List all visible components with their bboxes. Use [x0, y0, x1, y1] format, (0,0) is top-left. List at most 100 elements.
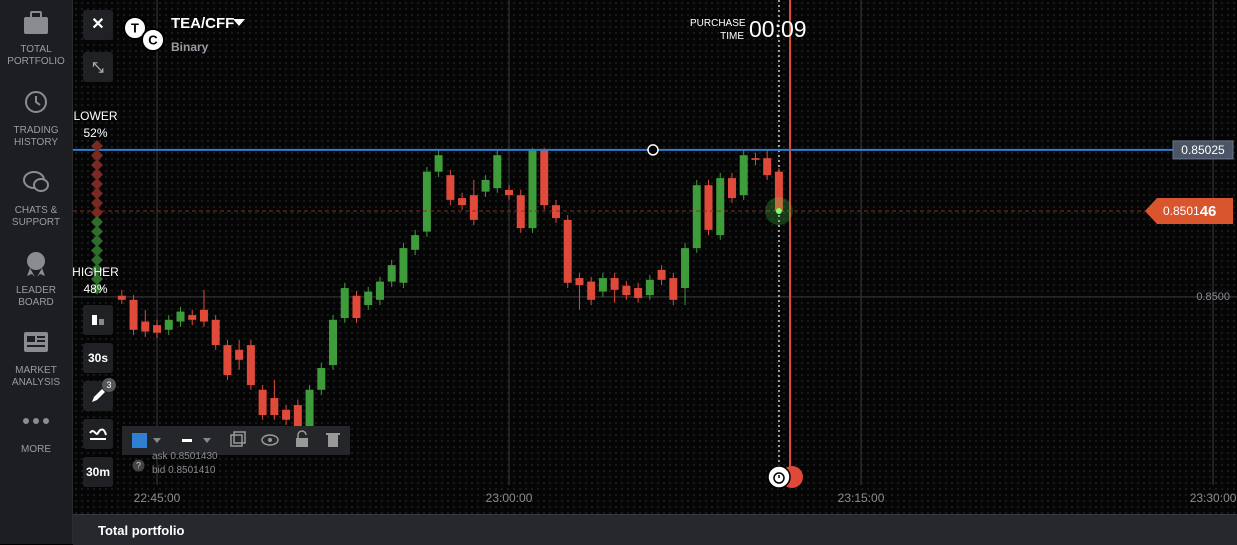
candle-body [634, 288, 643, 299]
candle-body [211, 319, 220, 346]
nav-item[interactable]: TRADING HISTORY [13, 125, 59, 148]
icon [24, 332, 48, 352]
footer-title[interactable]: Total portfolio [98, 523, 185, 538]
sentiment-diamond [91, 197, 103, 209]
candle-body [164, 319, 173, 330]
strike-label: 0.85025 [1181, 143, 1225, 157]
sentiment-diamond [91, 178, 103, 190]
svg-text:C: C [148, 32, 158, 47]
sentiment-diamond [91, 263, 103, 276]
candle-body [305, 389, 314, 440]
nav-item[interactable]: LEADER BOARD [15, 285, 56, 308]
current-price-tag [1145, 198, 1233, 225]
candle-body [235, 349, 244, 360]
x-tick-label: 23:15:00 [838, 491, 885, 505]
sentiment-diamond [91, 168, 103, 181]
collapse-button[interactable]: ⤡ [83, 52, 113, 82]
candle-body [270, 397, 279, 416]
drawing-badge: 3 [102, 378, 116, 392]
candle-body [493, 155, 502, 189]
ask-price: ask 0.8501430 [152, 451, 218, 462]
candle-body [129, 299, 138, 330]
x-tick-label: 23:30:00 [1190, 491, 1237, 505]
sentiment-diamond [91, 187, 103, 200]
candle-body [375, 281, 384, 300]
candle-body [692, 185, 701, 249]
footer: Total portfolio [73, 514, 1237, 545]
candle-body [458, 198, 467, 206]
higher-label: HIGHER [72, 265, 119, 279]
sentiment-bar [91, 140, 103, 295]
period-button[interactable]: 30m [83, 457, 113, 487]
candle-body [282, 409, 291, 420]
candle-body [739, 155, 748, 196]
current-price-label: 0.850146 [1163, 203, 1216, 220]
nav-item[interactable]: TOTAL PORTFOLIO [7, 44, 65, 67]
candle-body [141, 321, 150, 332]
sidebar: TOTAL PORTFOLIO TRADING HISTORY CHATS & … [0, 0, 73, 544]
icon [23, 171, 49, 192]
candle-body [575, 278, 584, 286]
candle-body [669, 278, 678, 300]
candle-body [551, 205, 560, 219]
sentiment-diamond [91, 159, 103, 171]
help-icon[interactable]: ? [132, 459, 145, 472]
candle-body [751, 158, 760, 160]
candle-body [153, 325, 162, 333]
indicator-button[interactable] [83, 419, 113, 449]
candle-body [598, 278, 607, 292]
timer-icons [767, 465, 803, 489]
sentiment-diamond [91, 206, 103, 219]
sentiment-diamond [91, 140, 103, 152]
sentiment-diamond [91, 273, 103, 285]
x-tick-label: 23:00:00 [486, 491, 533, 505]
dropdown-arrow [233, 19, 245, 26]
asset-name[interactable]: TEA/CFF [171, 15, 235, 32]
icon [23, 418, 49, 424]
sentiment-diamond [91, 282, 103, 295]
asset-mode: Binary [171, 40, 209, 54]
candle-time-button[interactable]: 30s [83, 343, 113, 373]
candle-body [763, 158, 772, 176]
strike-tag [1172, 140, 1234, 160]
lower-value: 52% [83, 126, 108, 140]
timer: 00:09 [749, 16, 807, 42]
chart-type-button[interactable] [83, 305, 113, 335]
higher-value: 48% [83, 282, 108, 296]
candle-body [704, 185, 713, 230]
sentiment-diamond [91, 216, 103, 228]
candle-body [176, 311, 185, 322]
nav-item[interactable]: MORE [21, 444, 51, 455]
y-tick-label: 0.8500 [1196, 291, 1230, 303]
candle-body [469, 195, 478, 220]
current-price-dot [775, 208, 782, 215]
candle-body [610, 278, 619, 290]
svg-text:?: ? [136, 460, 141, 470]
candle-body [422, 171, 431, 232]
candle-body [364, 291, 373, 306]
candle-body [399, 248, 408, 283]
icon [25, 91, 47, 113]
close-button[interactable]: ✕ [83, 10, 113, 40]
candle-body [681, 248, 690, 289]
nav-item[interactable]: MARKET ANALYSIS [11, 365, 61, 388]
sentiment-diamond [91, 244, 103, 257]
nav-item[interactable]: CHATS & SUPPORT [11, 205, 61, 228]
candle-body [352, 295, 361, 319]
purchase-label: PURCHASE TIME [690, 18, 746, 42]
sentiment-diamond [91, 254, 103, 266]
candle-body [657, 269, 666, 280]
candle-body [293, 405, 302, 440]
icon [27, 252, 45, 277]
candle-body [716, 178, 725, 236]
candle-body [446, 175, 455, 200]
candle-body [434, 155, 443, 172]
sentiment-diamond [91, 149, 103, 162]
candle-body [340, 288, 349, 319]
lower-label: LOWER [73, 109, 118, 123]
candle-body [540, 149, 549, 206]
asset-logo: T C [123, 16, 165, 52]
candle-body [199, 309, 208, 322]
candle-body [329, 319, 338, 366]
